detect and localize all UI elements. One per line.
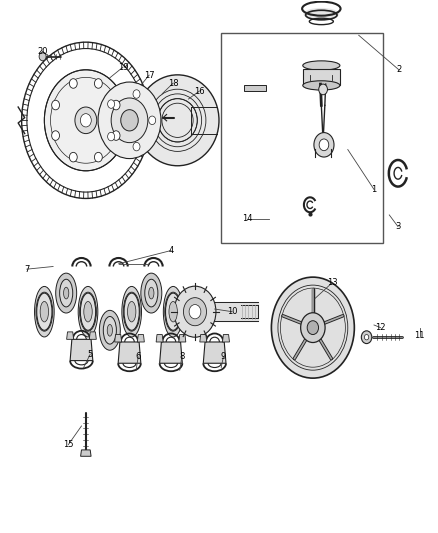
Ellipse shape xyxy=(166,293,181,330)
Polygon shape xyxy=(89,332,96,340)
Ellipse shape xyxy=(40,302,49,322)
Ellipse shape xyxy=(127,302,136,322)
Ellipse shape xyxy=(64,287,69,299)
Text: 7: 7 xyxy=(24,265,30,273)
Circle shape xyxy=(69,152,77,162)
Ellipse shape xyxy=(36,292,53,331)
Circle shape xyxy=(184,297,206,326)
Text: 18: 18 xyxy=(168,78,178,87)
Circle shape xyxy=(364,335,369,340)
Circle shape xyxy=(95,79,102,88)
Ellipse shape xyxy=(103,317,117,344)
Text: 11: 11 xyxy=(415,331,425,340)
Circle shape xyxy=(111,98,148,143)
Bar xyxy=(244,85,265,91)
Ellipse shape xyxy=(56,273,77,313)
Text: 19: 19 xyxy=(118,63,128,71)
Text: 12: 12 xyxy=(375,323,386,332)
Bar xyxy=(221,33,383,243)
Circle shape xyxy=(75,107,97,134)
Polygon shape xyxy=(203,342,226,364)
Circle shape xyxy=(108,100,115,108)
Circle shape xyxy=(81,114,91,127)
Circle shape xyxy=(272,277,354,378)
Ellipse shape xyxy=(60,279,73,307)
Circle shape xyxy=(149,116,155,125)
Ellipse shape xyxy=(136,75,219,166)
Circle shape xyxy=(52,100,60,110)
Ellipse shape xyxy=(141,273,162,313)
Ellipse shape xyxy=(163,286,183,337)
Text: 1: 1 xyxy=(371,185,377,194)
Text: 6: 6 xyxy=(135,352,141,361)
Text: 13: 13 xyxy=(327,278,338,287)
Ellipse shape xyxy=(78,286,98,337)
Circle shape xyxy=(174,286,216,337)
Ellipse shape xyxy=(149,287,154,299)
Ellipse shape xyxy=(107,325,113,336)
Circle shape xyxy=(44,70,127,171)
Text: 15: 15 xyxy=(63,440,74,449)
Text: 5: 5 xyxy=(88,350,93,359)
Circle shape xyxy=(69,79,77,88)
Circle shape xyxy=(314,133,334,157)
Ellipse shape xyxy=(99,310,120,350)
Ellipse shape xyxy=(145,279,158,307)
Ellipse shape xyxy=(169,302,177,322)
Text: 14: 14 xyxy=(242,214,253,223)
Circle shape xyxy=(112,100,120,110)
Circle shape xyxy=(133,90,140,98)
Ellipse shape xyxy=(165,292,182,331)
Circle shape xyxy=(112,131,120,140)
Polygon shape xyxy=(81,450,91,456)
Polygon shape xyxy=(223,335,230,342)
Polygon shape xyxy=(115,335,122,342)
Text: 16: 16 xyxy=(194,86,205,95)
Ellipse shape xyxy=(304,8,339,20)
Text: 9: 9 xyxy=(221,352,226,361)
Circle shape xyxy=(300,313,325,343)
Ellipse shape xyxy=(303,81,340,90)
Text: 4: 4 xyxy=(168,246,173,255)
Polygon shape xyxy=(67,332,74,340)
Polygon shape xyxy=(179,335,186,342)
Text: 2: 2 xyxy=(396,66,402,74)
Polygon shape xyxy=(70,340,93,361)
Text: 20: 20 xyxy=(37,47,47,55)
Polygon shape xyxy=(200,335,207,342)
Circle shape xyxy=(39,52,46,61)
Circle shape xyxy=(319,139,329,151)
Ellipse shape xyxy=(123,292,140,331)
Circle shape xyxy=(189,304,201,319)
Circle shape xyxy=(307,321,318,335)
Circle shape xyxy=(319,84,328,95)
Ellipse shape xyxy=(84,302,92,322)
Ellipse shape xyxy=(80,292,96,331)
Circle shape xyxy=(95,152,102,162)
Polygon shape xyxy=(156,335,163,342)
Circle shape xyxy=(98,82,161,159)
Circle shape xyxy=(52,131,60,140)
Bar xyxy=(303,69,340,85)
Polygon shape xyxy=(118,342,141,364)
Ellipse shape xyxy=(37,293,52,330)
Circle shape xyxy=(108,132,115,141)
Ellipse shape xyxy=(303,61,340,70)
Polygon shape xyxy=(138,335,145,342)
Text: 3: 3 xyxy=(396,222,401,231)
Circle shape xyxy=(361,331,372,344)
Ellipse shape xyxy=(124,293,139,330)
Text: 8: 8 xyxy=(179,352,184,361)
Ellipse shape xyxy=(35,286,54,337)
Polygon shape xyxy=(159,342,182,364)
Circle shape xyxy=(121,110,138,131)
Text: 17: 17 xyxy=(144,70,155,79)
Circle shape xyxy=(133,142,140,151)
Text: 10: 10 xyxy=(227,307,237,316)
Ellipse shape xyxy=(81,293,95,330)
Ellipse shape xyxy=(122,286,141,337)
